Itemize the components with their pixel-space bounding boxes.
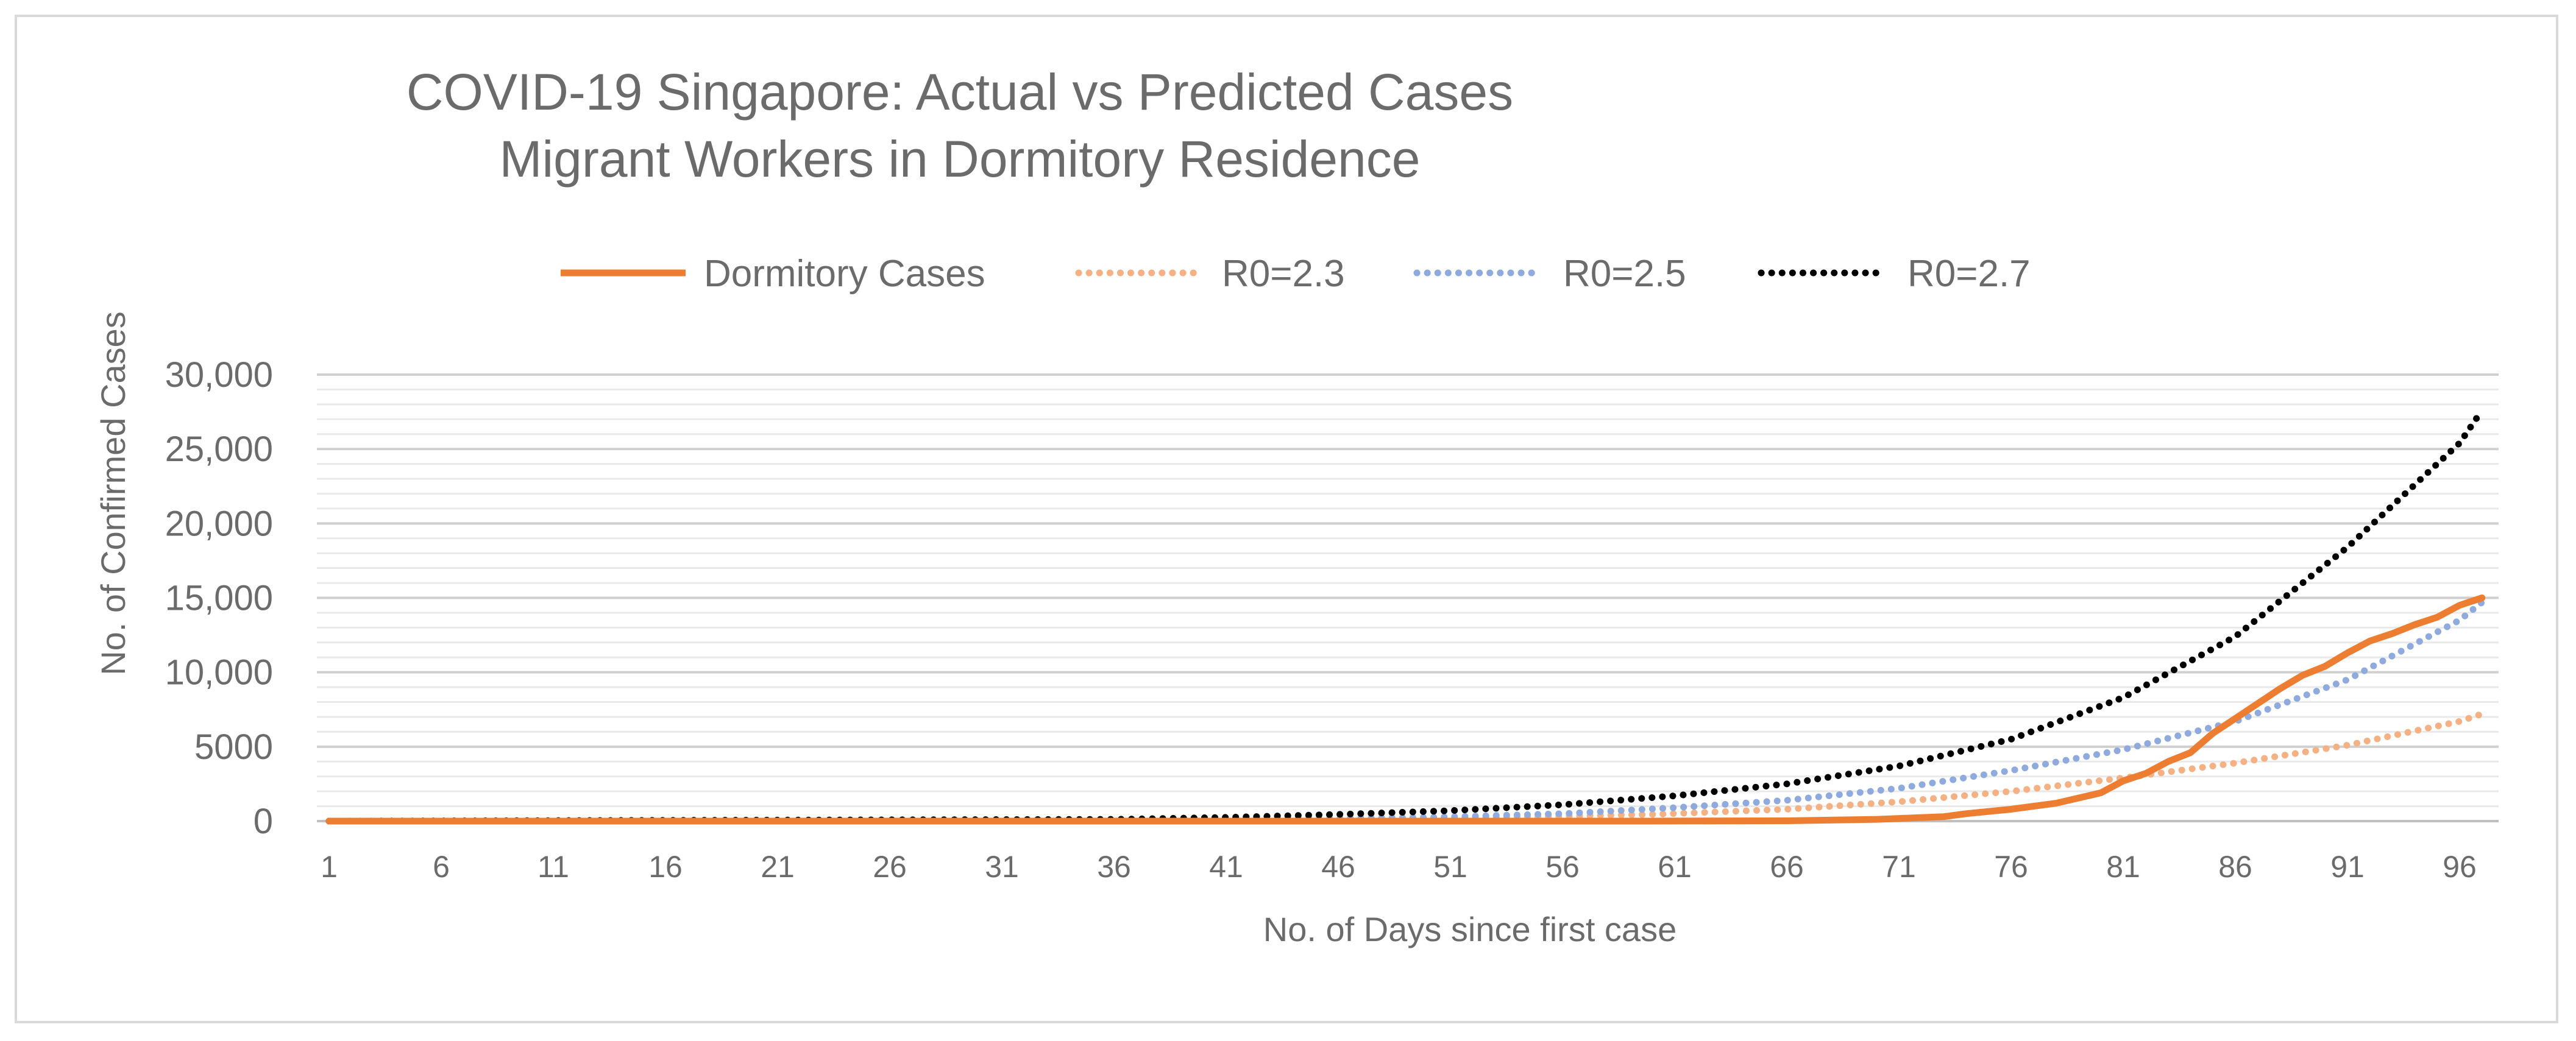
x-tick-label: 76	[1994, 850, 2028, 884]
x-tick-label: 96	[2443, 850, 2477, 884]
x-tick-label: 56	[1545, 850, 1580, 884]
x-tick-label: 86	[2218, 850, 2252, 884]
x-axis-label: No. of Days since first case	[1263, 910, 1677, 948]
x-tick-label: 31	[985, 850, 1019, 884]
y-tick-label: 30,000	[165, 355, 273, 395]
series-line-r0-2-7	[325, 407, 2486, 825]
y-tick-label: 10,000	[165, 653, 273, 693]
legend-label: R0=2.7	[1907, 253, 2031, 295]
y-axis-label: No. of Confirmed Cases	[94, 311, 132, 676]
x-tick-label: 21	[761, 850, 795, 884]
y-tick-label: 15,000	[165, 579, 273, 618]
y-tick-label: 0	[254, 802, 273, 841]
chart-subtitle: Migrant Workers in Dormitory Residence	[500, 130, 1421, 188]
legend-label: R0=2.5	[1563, 253, 1686, 295]
x-tick-label: 1	[321, 850, 338, 884]
x-tick-label: 51	[1433, 850, 1467, 884]
x-tick-label: 66	[1770, 850, 1804, 884]
x-tick-label: 81	[2106, 850, 2140, 884]
gridlines	[317, 373, 2499, 822]
x-tick-label: 36	[1097, 850, 1131, 884]
x-tick-label: 71	[1882, 850, 1916, 884]
series-lines	[325, 407, 2486, 825]
x-tick-label: 46	[1321, 850, 1355, 884]
y-tick-label: 25,000	[165, 429, 273, 469]
x-tick-label: 11	[538, 850, 569, 884]
legend-label: Dormitory Cases	[704, 253, 985, 295]
x-tick-label: 16	[648, 850, 683, 884]
chart-title: COVID-19 Singapore: Actual vs Predicted …	[406, 63, 1513, 121]
chart-frame	[15, 15, 2558, 1023]
series-line-dormitory-cases	[325, 595, 2486, 825]
legend-label: R0=2.3	[1222, 253, 1345, 295]
series-line-r0-2-5	[325, 599, 2486, 825]
y-tick-label: 5000	[194, 727, 273, 767]
x-tick-label: 41	[1209, 850, 1243, 884]
x-tick-label: 6	[433, 850, 450, 884]
x-tick-label: 91	[2330, 850, 2365, 884]
x-tick-label: 26	[873, 850, 907, 884]
y-tick-label: 20,000	[165, 504, 273, 543]
x-tick-label: 61	[1658, 850, 1692, 884]
legend: Dormitory Cases R0=2.3 R0=2.5 R0=2.7	[561, 253, 2031, 295]
